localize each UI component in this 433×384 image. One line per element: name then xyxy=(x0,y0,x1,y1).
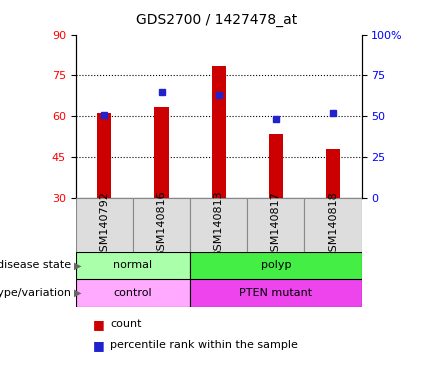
Bar xyxy=(154,107,169,198)
Text: ■: ■ xyxy=(93,318,105,331)
Text: GSM140818: GSM140818 xyxy=(328,191,338,258)
Text: ▶: ▶ xyxy=(74,288,81,298)
Bar xyxy=(97,113,111,198)
Bar xyxy=(76,198,133,252)
Bar xyxy=(190,198,247,252)
Text: GSM140813: GSM140813 xyxy=(213,191,224,258)
Bar xyxy=(76,252,190,279)
Text: GSM140792: GSM140792 xyxy=(99,191,110,258)
Text: control: control xyxy=(113,288,152,298)
Text: GSM140817: GSM140817 xyxy=(271,191,281,258)
Bar xyxy=(190,252,362,279)
Bar xyxy=(247,198,304,252)
Text: PTEN mutant: PTEN mutant xyxy=(239,288,312,298)
Text: disease state: disease state xyxy=(0,260,71,270)
Text: normal: normal xyxy=(113,260,152,270)
Text: genotype/variation: genotype/variation xyxy=(0,288,71,298)
Bar xyxy=(326,149,340,198)
Text: ▶: ▶ xyxy=(74,260,81,270)
Bar xyxy=(190,279,362,307)
Bar xyxy=(76,279,190,307)
Bar xyxy=(133,198,190,252)
Text: ■: ■ xyxy=(93,339,105,352)
Text: polyp: polyp xyxy=(261,260,291,270)
Bar xyxy=(212,66,226,198)
Text: GSM140816: GSM140816 xyxy=(156,191,167,258)
Bar xyxy=(304,198,362,252)
Text: count: count xyxy=(110,319,142,329)
Text: percentile rank within the sample: percentile rank within the sample xyxy=(110,340,298,350)
Bar xyxy=(268,134,283,198)
Text: GDS2700 / 1427478_at: GDS2700 / 1427478_at xyxy=(136,13,297,27)
